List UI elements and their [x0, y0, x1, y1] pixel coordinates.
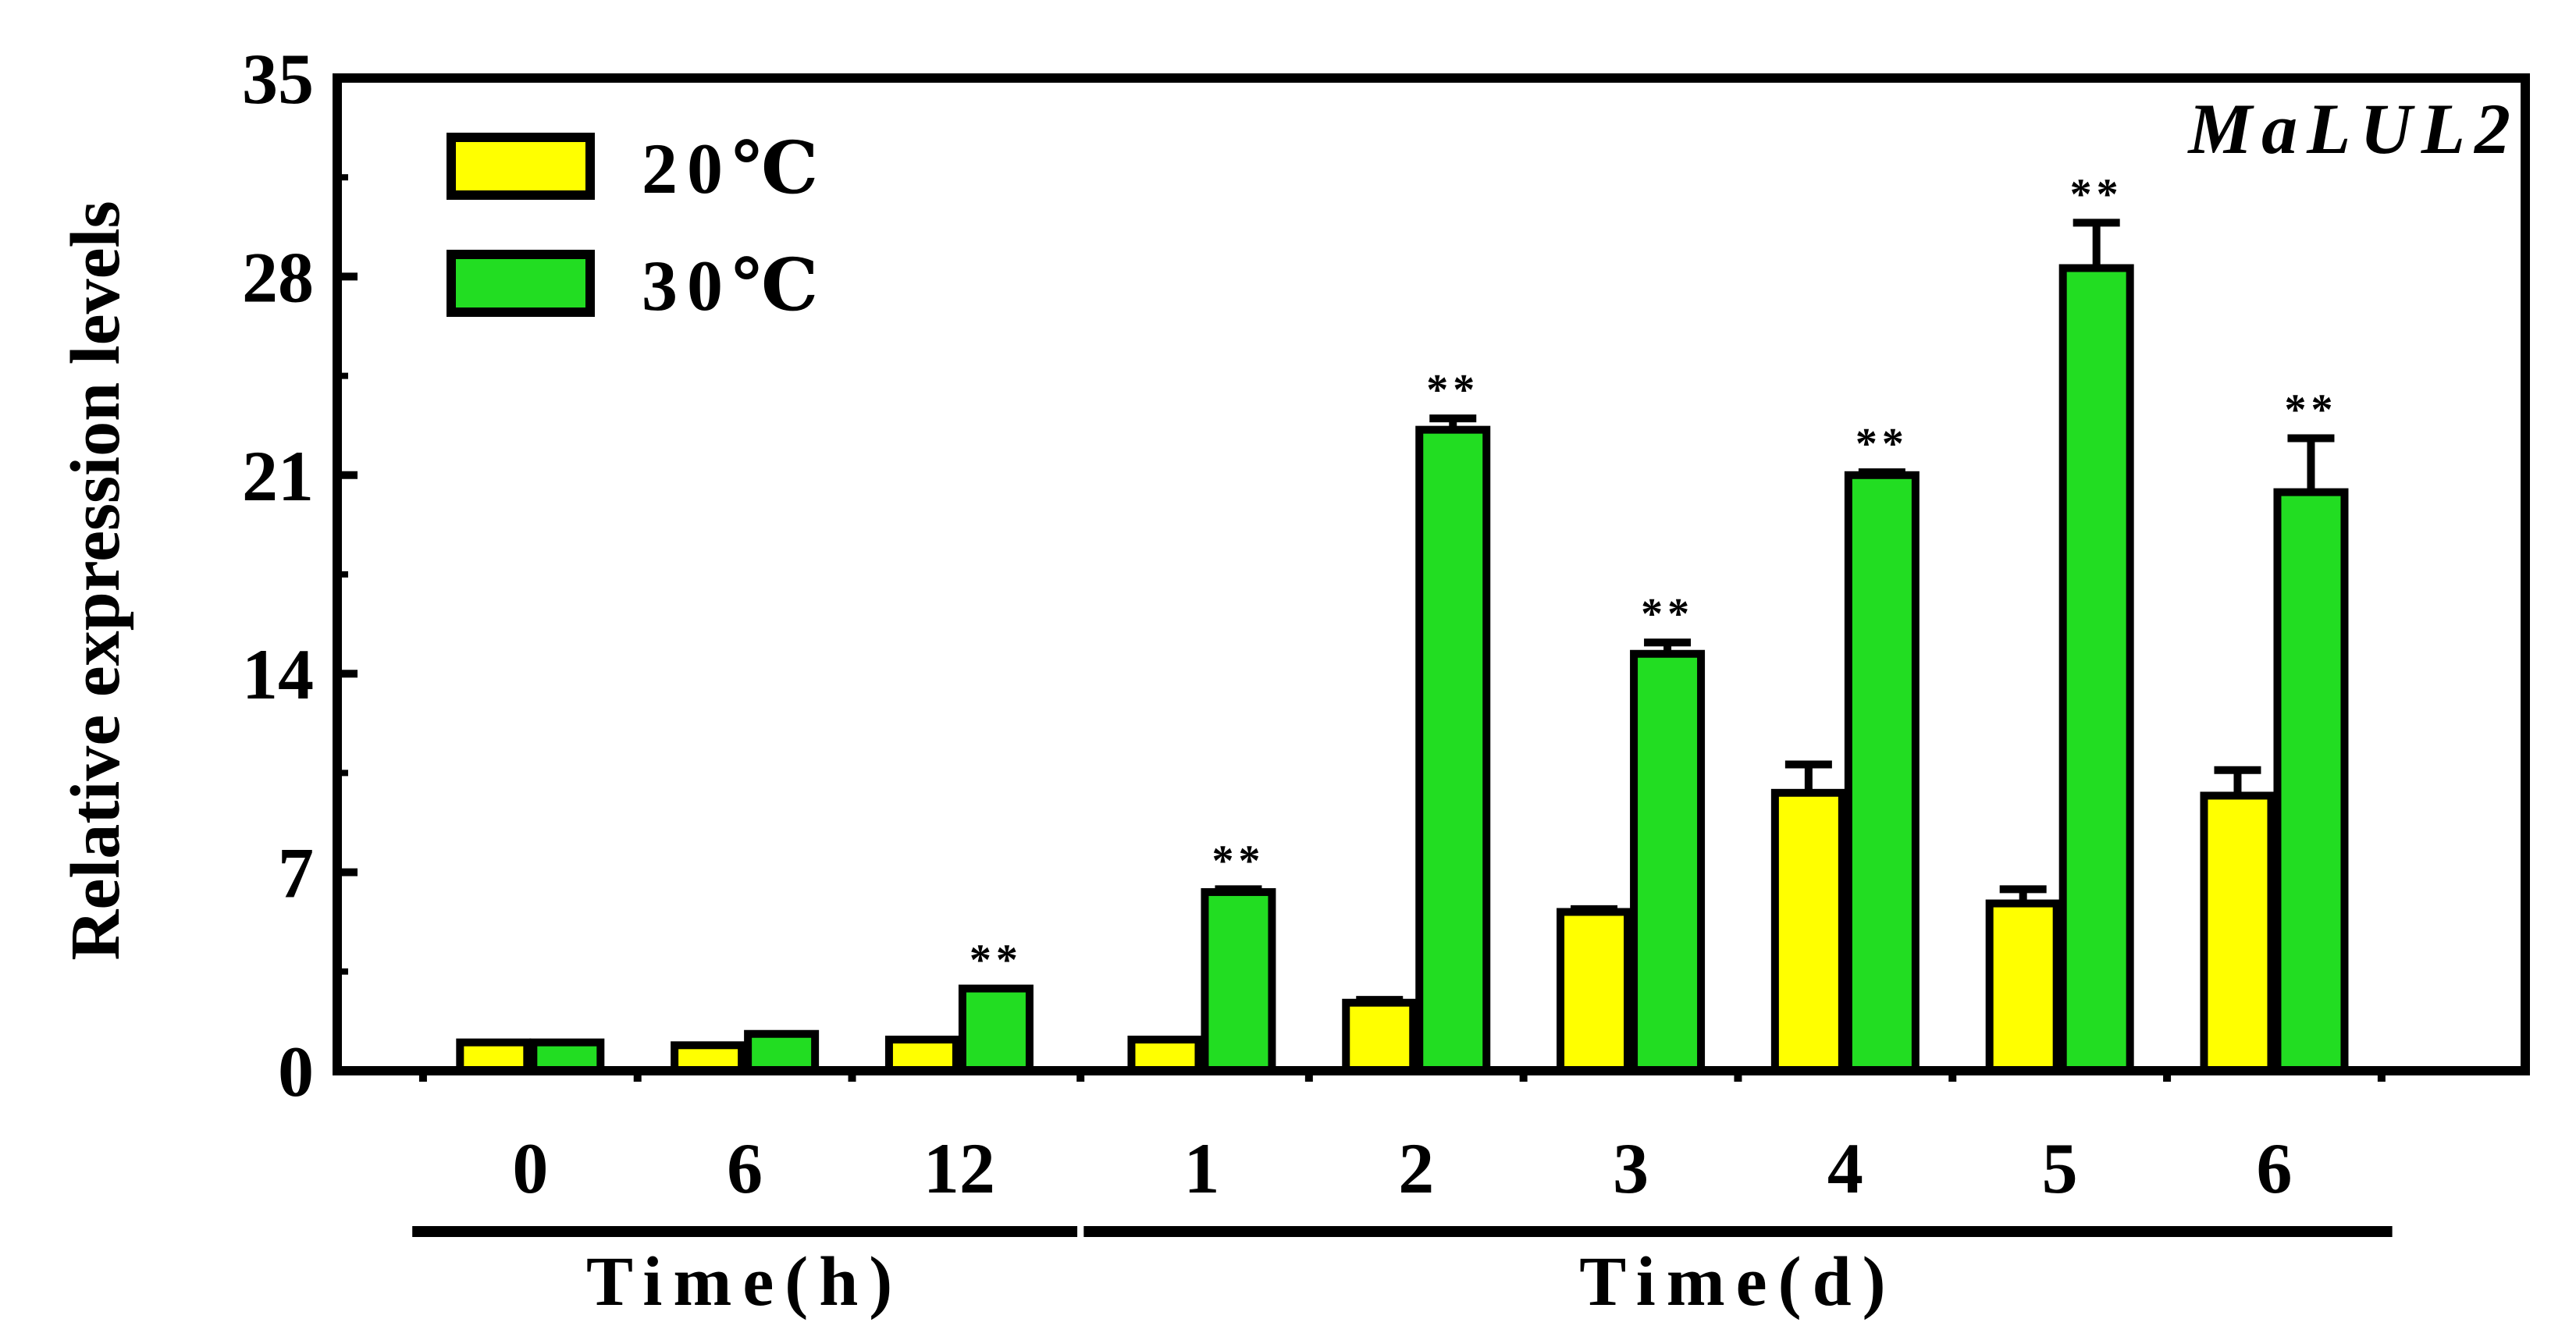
bars-layer: [456, 264, 2349, 1075]
group-label-1: Time(d): [1579, 1243, 1896, 1321]
x-tick-label-7: 5: [2042, 1129, 2078, 1208]
significance-mark-7: **: [2070, 170, 2123, 219]
significance-mark-3: **: [1212, 837, 1265, 885]
significance-mark-8: **: [2284, 386, 2337, 435]
errorbar-layer: [1215, 219, 2335, 1004]
x-tick-label-6: 4: [1827, 1129, 1863, 1208]
x-tick-label-0: 0: [512, 1129, 548, 1208]
legend-swatch-20c: [447, 133, 595, 200]
x-tick-label-3: 1: [1183, 1129, 1219, 1208]
y-axis-label: Relative expression levels: [57, 201, 134, 960]
significance-mark-6: **: [1856, 420, 1909, 468]
bar-30c-3: [1201, 888, 1276, 1075]
bar-30c-7: [2058, 264, 2134, 1075]
axis-layer: 0 7 14 21 28 35: [242, 39, 2530, 1111]
x-tick-label-8: 6: [2256, 1129, 2292, 1208]
x-tick-label-5: 3: [1613, 1129, 1649, 1208]
y-tick-label-1: 7: [278, 834, 314, 913]
y-tick-label-2: 14: [242, 635, 314, 714]
significance-mark-5: **: [1641, 590, 1694, 638]
bar-20c-7: [1985, 899, 2061, 1075]
bar-30c-8: [2273, 488, 2349, 1075]
legend: 20℃ 30℃: [447, 129, 827, 325]
bar-20c-6: [1770, 788, 1846, 1075]
legend-label-20c: 20℃: [642, 129, 827, 208]
y-tick-label-4: 28: [242, 237, 314, 317]
y-tick-label-0: 0: [278, 1032, 314, 1111]
chart-title: MaLUL2: [2186, 89, 2520, 169]
bar-30c-1: [744, 1029, 820, 1075]
x-tick-label-2: 12: [923, 1129, 995, 1208]
bar-20c-5: [1557, 908, 1632, 1075]
legend-swatch-30c: [447, 250, 595, 317]
bar-30c-4: [1415, 425, 1491, 1075]
bar-20c-4: [1342, 998, 1418, 1075]
significance-mark-2: **: [970, 937, 1023, 985]
bar-20c-8: [2200, 791, 2275, 1075]
group-label-0: Time(h): [586, 1243, 903, 1321]
y-tick-label-5: 35: [242, 39, 314, 119]
legend-label-30c: 30℃: [642, 246, 827, 325]
significance-layer: ** ** ** ** ** ** **: [970, 170, 2337, 985]
bar-30c-6: [1844, 471, 1920, 1075]
significance-mark-4: **: [1426, 366, 1479, 414]
y-tick-label-3: 21: [242, 436, 314, 516]
x-tick-label-4: 2: [1398, 1129, 1434, 1208]
bar-30c-2: [958, 984, 1034, 1075]
bar-30c-5: [1630, 649, 1706, 1075]
x-tick-label-1: 6: [727, 1129, 763, 1208]
bar-20c-2: [884, 1036, 960, 1075]
